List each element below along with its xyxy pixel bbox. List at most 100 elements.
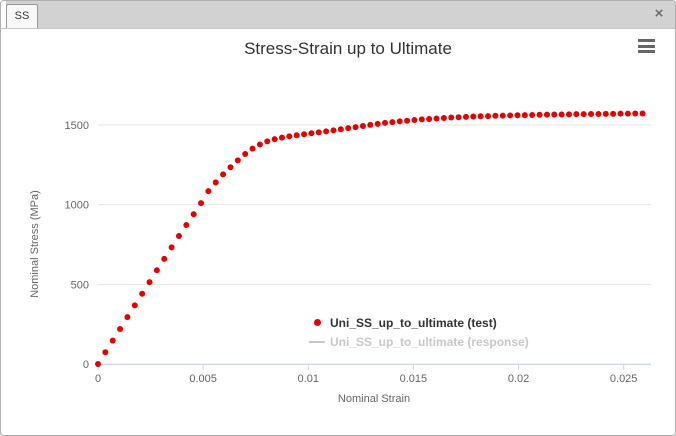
- data-point[interactable]: [286, 133, 293, 140]
- data-point[interactable]: [359, 122, 366, 129]
- data-point[interactable]: [323, 128, 330, 135]
- legend-marker-area: [304, 319, 330, 326]
- y-axis-title: Nominal Stress (MPa): [29, 190, 41, 298]
- data-point[interactable]: [153, 267, 160, 274]
- data-point[interactable]: [602, 110, 609, 117]
- data-point[interactable]: [168, 244, 175, 251]
- data-point[interactable]: [507, 112, 514, 119]
- data-point[interactable]: [521, 112, 528, 119]
- hamburger-menu-icon[interactable]: [638, 39, 656, 54]
- data-point[interactable]: [617, 110, 624, 117]
- chart-title: Stress-Strain up to Ultimate: [244, 39, 452, 58]
- data-point[interactable]: [234, 157, 241, 164]
- y-tick-label: 1000: [65, 200, 89, 212]
- data-point[interactable]: [227, 164, 234, 171]
- data-point[interactable]: [624, 110, 631, 117]
- data-point[interactable]: [639, 110, 646, 117]
- x-tick-label: 0.015: [400, 373, 428, 385]
- data-point[interactable]: [470, 113, 477, 120]
- data-point[interactable]: [396, 118, 403, 125]
- data-point[interactable]: [315, 129, 322, 136]
- data-point[interactable]: [102, 349, 109, 356]
- data-point[interactable]: [610, 110, 617, 117]
- data-point[interactable]: [382, 119, 389, 126]
- data-point[interactable]: [139, 290, 146, 297]
- data-point[interactable]: [242, 150, 249, 157]
- scatter-dot-icon: [313, 319, 321, 326]
- data-point[interactable]: [352, 124, 359, 131]
- data-point[interactable]: [212, 179, 219, 186]
- legend-item-response[interactable]: Uni_SS_up_to_ultimate (response): [304, 332, 529, 351]
- x-tick-label: 0.005: [189, 373, 217, 385]
- x-tick-label: 0.01: [298, 373, 319, 385]
- data-point[interactable]: [256, 141, 263, 148]
- data-point[interactable]: [477, 113, 484, 120]
- x-tick-label: 0: [95, 373, 101, 385]
- data-point[interactable]: [249, 145, 256, 152]
- data-point[interactable]: [124, 314, 131, 321]
- line-segment-icon: [309, 340, 325, 343]
- data-point[interactable]: [440, 114, 447, 121]
- data-point[interactable]: [543, 111, 550, 118]
- data-point[interactable]: [374, 120, 381, 127]
- data-point[interactable]: [529, 111, 536, 118]
- data-point[interactable]: [109, 337, 116, 344]
- x-tick-label: 0.02: [508, 373, 529, 385]
- legend-item-test[interactable]: Uni_SS_up_to_ultimate (test): [304, 313, 529, 332]
- y-tick-label: 0: [83, 359, 89, 371]
- data-point[interactable]: [330, 127, 337, 134]
- data-point[interactable]: [573, 111, 580, 118]
- data-point[interactable]: [448, 114, 455, 121]
- data-point[interactable]: [117, 325, 124, 332]
- data-point[interactable]: [278, 134, 285, 141]
- x-tick-label: 0.025: [610, 373, 638, 385]
- data-point[interactable]: [433, 115, 440, 122]
- legend: Uni_SS_up_to_ultimate (test) Uni_SS_up_t…: [304, 313, 529, 351]
- legend-label-response: Uni_SS_up_to_ultimate (response): [330, 334, 529, 349]
- data-point[interactable]: [595, 111, 602, 118]
- data-point[interactable]: [588, 111, 595, 118]
- data-point[interactable]: [485, 113, 492, 120]
- data-point[interactable]: [146, 279, 153, 286]
- data-point[interactable]: [455, 114, 462, 121]
- close-icon[interactable]: ×: [654, 5, 664, 22]
- data-point[interactable]: [271, 136, 278, 143]
- data-point[interactable]: [389, 119, 396, 126]
- data-point[interactable]: [345, 125, 352, 132]
- data-point[interactable]: [492, 112, 499, 119]
- data-point[interactable]: [558, 111, 565, 118]
- legend-marker-area: [304, 340, 330, 343]
- data-point[interactable]: [175, 233, 182, 240]
- data-point[interactable]: [632, 110, 639, 117]
- data-point[interactable]: [551, 111, 558, 118]
- data-point[interactable]: [264, 138, 271, 145]
- data-point[interactable]: [536, 111, 543, 118]
- data-point[interactable]: [308, 130, 315, 137]
- data-point[interactable]: [205, 188, 212, 195]
- data-point[interactable]: [462, 113, 469, 120]
- data-point[interactable]: [418, 116, 425, 123]
- tab-bar: SS ×: [1, 1, 675, 29]
- data-point[interactable]: [190, 211, 197, 218]
- data-point[interactable]: [131, 302, 138, 309]
- data-point[interactable]: [293, 132, 300, 139]
- tab-ss[interactable]: SS: [6, 4, 38, 28]
- data-point[interactable]: [580, 111, 587, 118]
- data-point[interactable]: [220, 171, 227, 178]
- data-point[interactable]: [514, 112, 521, 119]
- data-point[interactable]: [301, 131, 308, 138]
- data-point[interactable]: [161, 255, 168, 262]
- data-point[interactable]: [565, 111, 572, 118]
- data-point[interactable]: [426, 115, 433, 122]
- data-point[interactable]: [183, 222, 190, 229]
- data-point[interactable]: [499, 112, 506, 119]
- data-point[interactable]: [95, 361, 101, 367]
- menu-bar: [638, 39, 655, 42]
- data-point[interactable]: [198, 200, 205, 207]
- data-point[interactable]: [404, 117, 411, 124]
- data-point[interactable]: [337, 126, 344, 133]
- data-point[interactable]: [411, 117, 418, 124]
- data-point[interactable]: [367, 121, 374, 128]
